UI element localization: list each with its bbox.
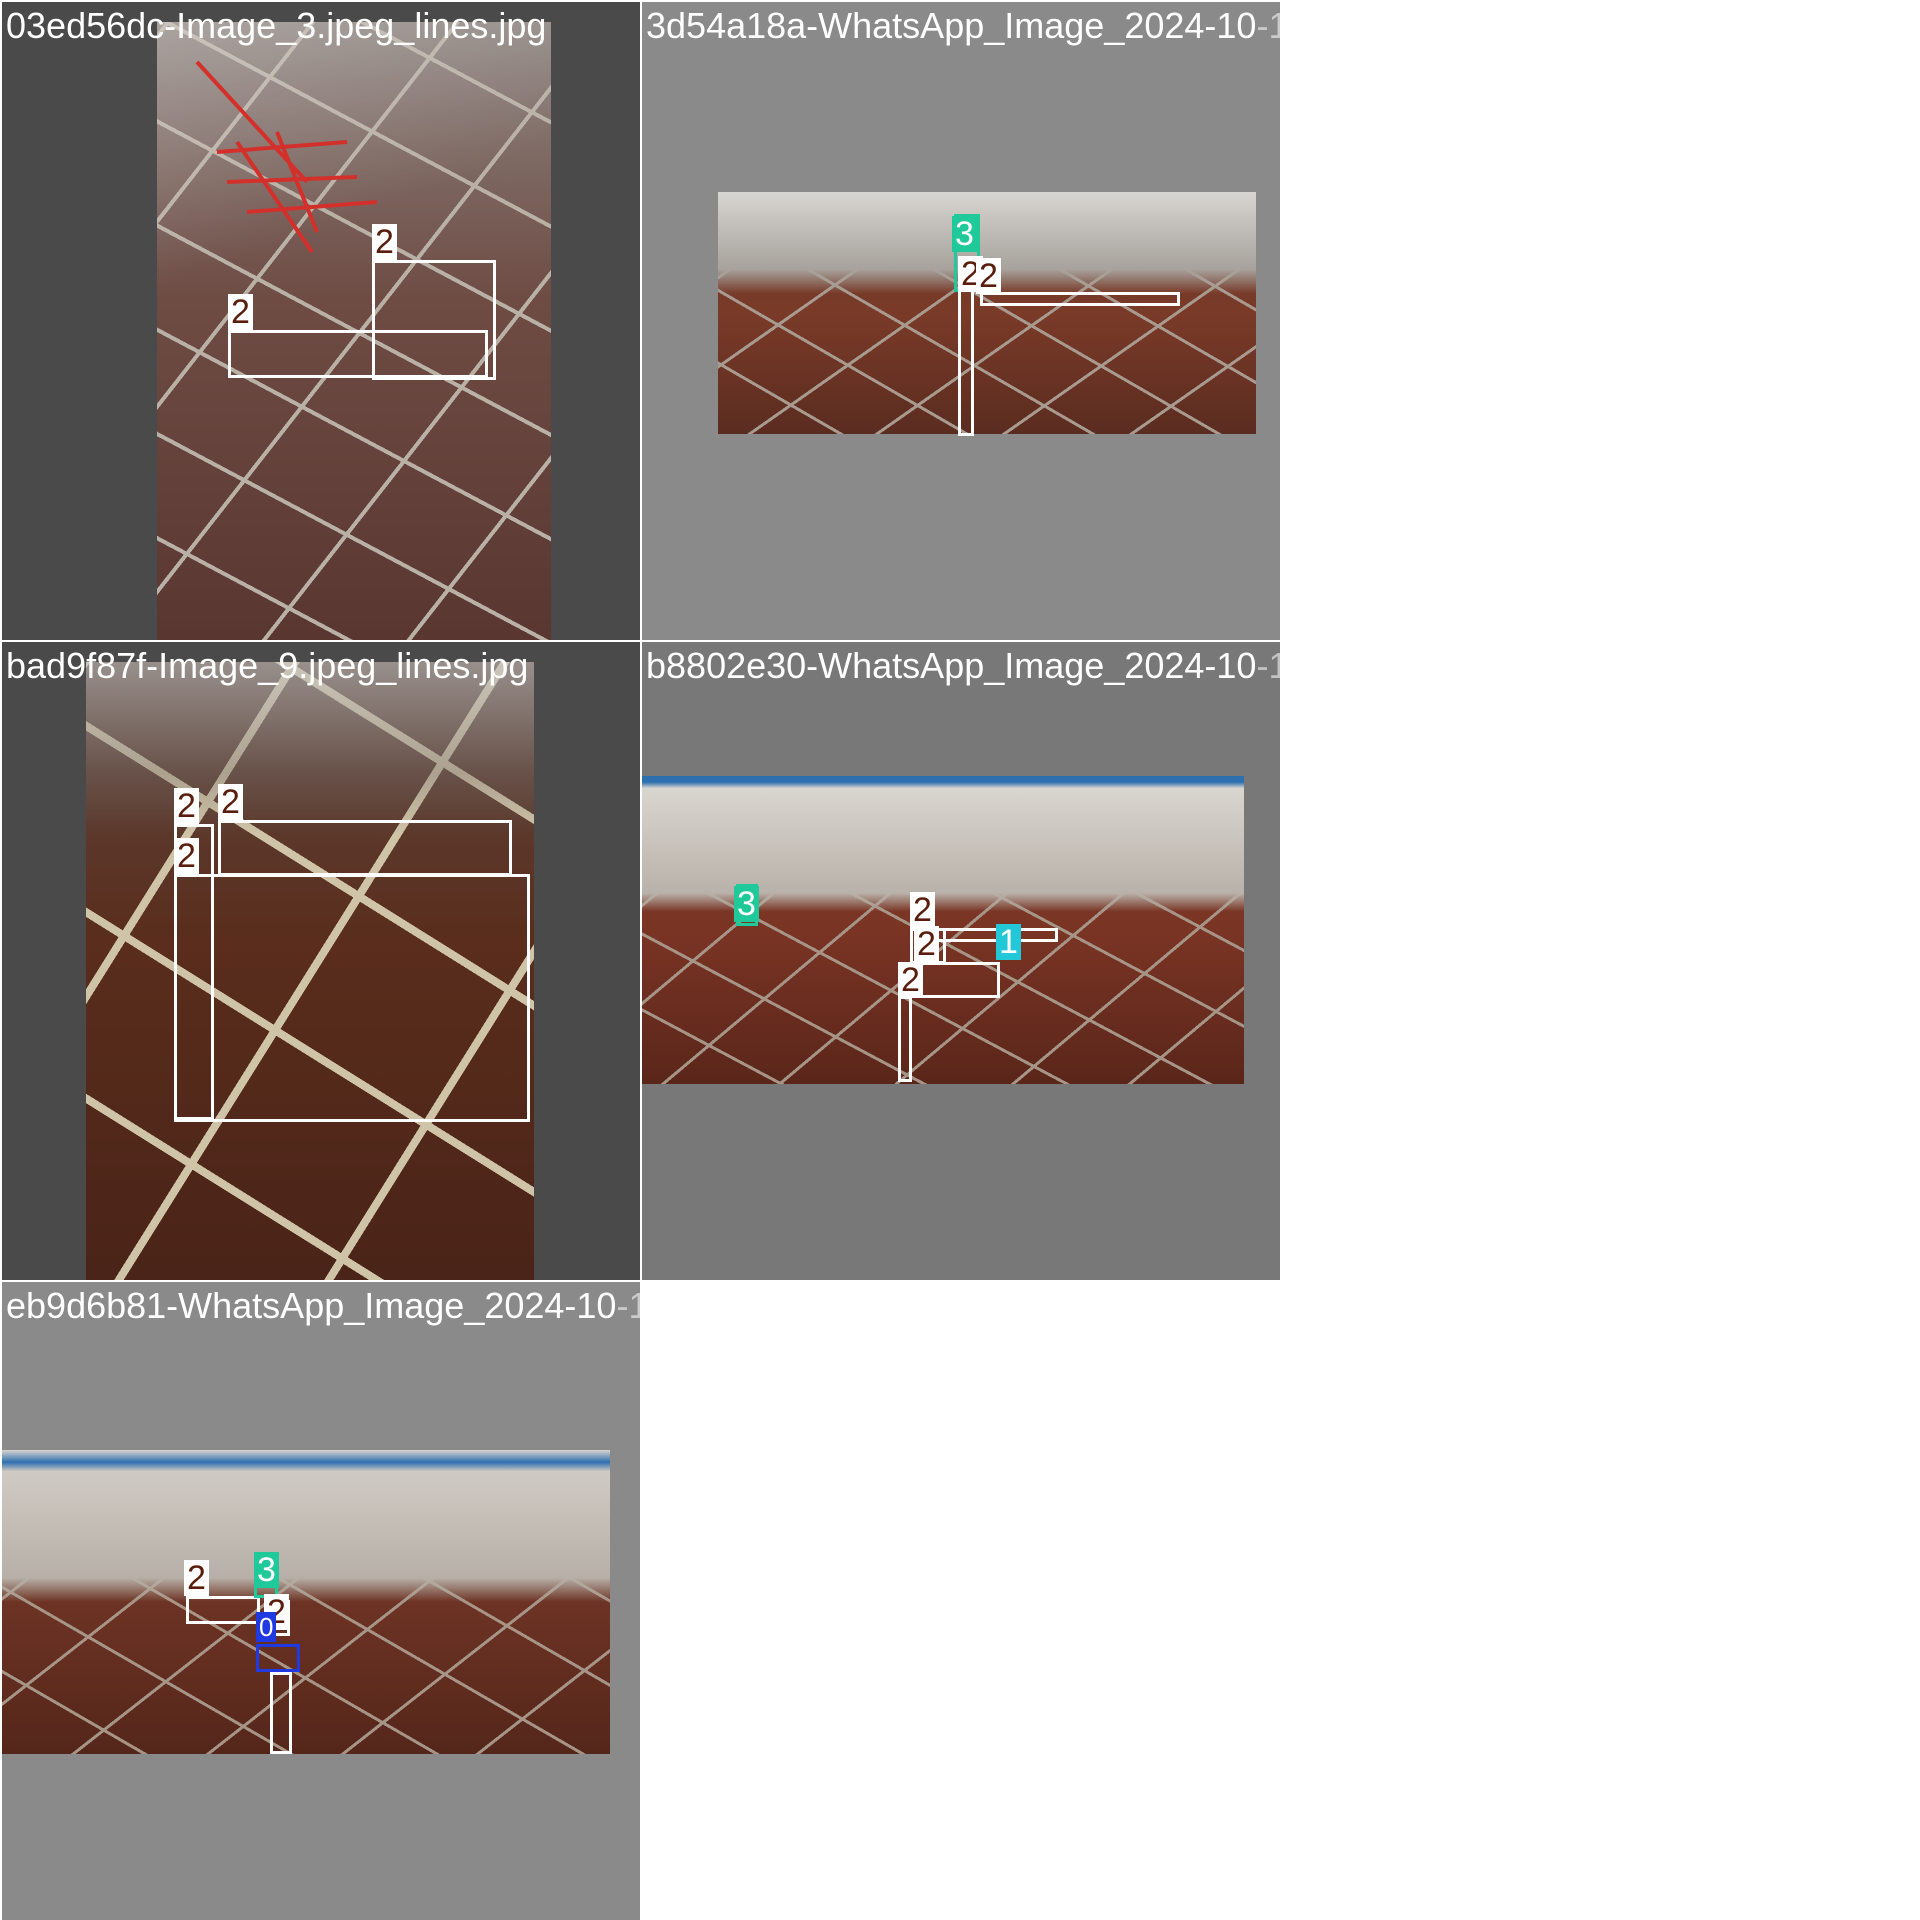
detection-box	[898, 996, 912, 1082]
mosaic-tile-2: 3d54a18a-WhatsApp_Image_2024-10-18_at_16…	[642, 2, 1280, 640]
detection-label: 2	[372, 224, 397, 260]
detection-label: 2	[174, 788, 199, 824]
detection-box	[256, 1644, 300, 1672]
detection-box	[372, 260, 496, 380]
detection-label: 3	[734, 886, 759, 922]
detection-box	[916, 962, 1000, 998]
tile-filename-label: b8802e30-WhatsApp_Image_2024-10-18_at_16	[646, 645, 1280, 686]
detection-label: 2	[914, 926, 939, 962]
tile-filename-label: 3d54a18a-WhatsApp_Image_2024-10-18_at_16	[646, 5, 1280, 46]
hall-photo	[2, 1450, 610, 1754]
detection-label: 2	[184, 1560, 209, 1596]
mosaic-tile-5: eb9d6b81-WhatsApp_Image_2024-10-18_at_16…	[2, 1282, 640, 1920]
tile-filename-label: eb9d6b81-WhatsApp_Image_2024-10-18_at_16	[6, 1285, 640, 1326]
mosaic-tile-4: b8802e30-WhatsApp_Image_2024-10-18_at_16…	[642, 642, 1280, 1280]
mosaic-tile-1: 03ed56dc-Image_3.jpeg_lines.jpg 2 2	[2, 2, 640, 640]
detection-label: 2	[174, 838, 199, 874]
detection-label: 3	[952, 216, 977, 252]
tile-filename-label: 03ed56dc-Image_3.jpeg_lines.jpg	[6, 5, 547, 46]
red-lines-overlay	[195, 60, 378, 254]
detection-label: 1	[996, 924, 1021, 960]
hall-photo	[718, 192, 1256, 434]
detection-label: 2	[910, 892, 935, 928]
detection-label: 0	[256, 1612, 277, 1642]
detection-box	[270, 1672, 292, 1754]
tile-filename-label: bad9f87f-Image_9.jpeg_lines.jpg	[6, 645, 529, 686]
mosaic-tile-3: bad9f87f-Image_9.jpeg_lines.jpg 2 2 2	[2, 642, 640, 1280]
detection-label: 2	[898, 962, 923, 998]
detection-box	[174, 874, 530, 1122]
detection-label: 2	[218, 784, 243, 820]
detection-box	[980, 292, 1180, 306]
detection-box	[228, 330, 488, 378]
floor-photo	[86, 662, 534, 1280]
detection-box	[186, 1596, 260, 1624]
detection-box	[218, 820, 512, 876]
detection-label: 2	[976, 258, 1001, 294]
detection-label: 2	[228, 294, 253, 330]
detection-label: 3	[254, 1552, 279, 1588]
